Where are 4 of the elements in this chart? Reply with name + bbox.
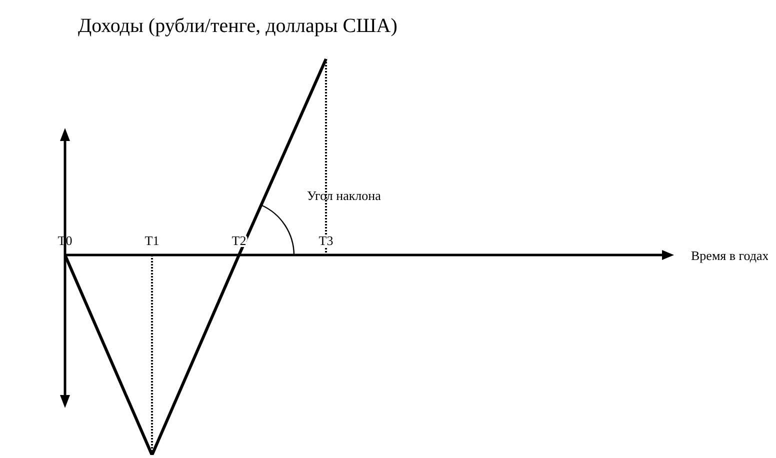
x-tick-label: T3 [318, 233, 334, 248]
x-tick-label: T1 [144, 233, 160, 248]
annotation: Угол наклона [307, 188, 382, 203]
y-axis-title: Доходы (рубли/тенге, доллары США) [78, 15, 398, 37]
